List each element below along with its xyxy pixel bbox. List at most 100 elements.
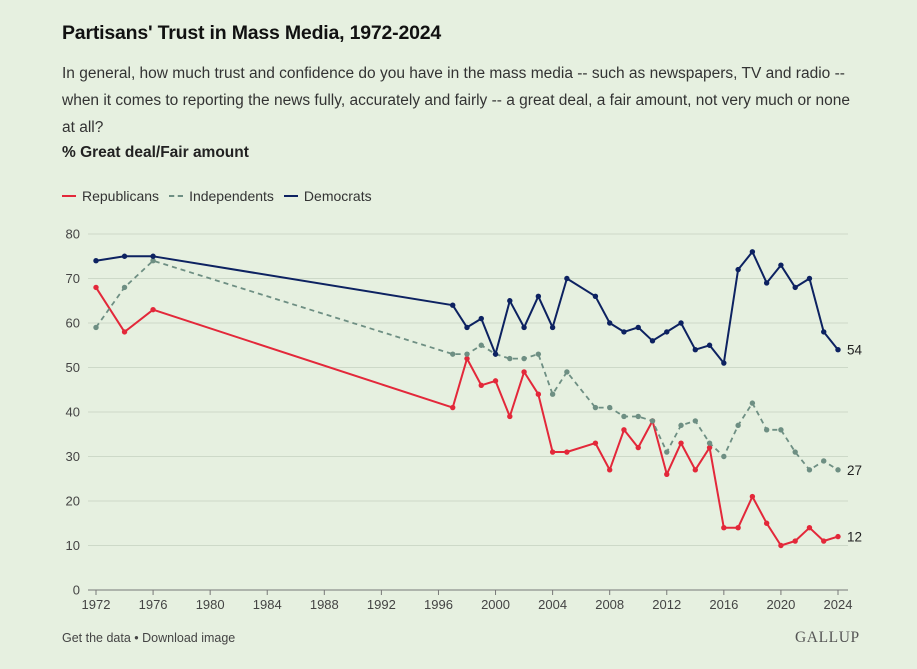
series-layer: [93, 249, 841, 549]
data-point-independents-2024: [835, 467, 841, 473]
y-tick-label-50: 50: [66, 360, 80, 375]
data-point-independents-2007: [592, 404, 599, 411]
x-tick-label-2020: 2020: [766, 597, 795, 612]
legend-swatch-democrats: [283, 195, 298, 197]
data-point-democrats-2024: [835, 347, 841, 353]
end-label-independents: 27: [847, 463, 862, 478]
data-point-democrats-2012: [664, 329, 670, 335]
end-label-republicans: 12: [847, 530, 862, 545]
data-point-independents-2023: [821, 458, 827, 464]
footer-separator: •: [130, 631, 143, 645]
data-point-democrats-2009: [621, 329, 627, 335]
legend-swatch-independents: [169, 195, 184, 197]
data-point-independents-2017: [735, 422, 741, 429]
data-point-democrats-2017: [735, 266, 741, 273]
data-point-democrats-2014: [692, 347, 699, 353]
legend-label-democrats: Democrats: [303, 188, 372, 204]
data-point-republicans-2005: [564, 449, 570, 455]
data-point-independents-1976: [150, 258, 156, 264]
data-point-democrats-2018: [749, 249, 756, 255]
data-point-republicans-2016: [721, 525, 727, 531]
data-point-independents-2009: [621, 413, 627, 420]
end-label-democrats: 54: [847, 343, 863, 358]
legend-label-republicans: Republicans: [82, 188, 160, 204]
data-point-independents-2022: [806, 467, 813, 473]
y-tick-label-60: 60: [66, 316, 80, 331]
data-point-republicans-2014: [692, 467, 699, 473]
x-tick-label-1992: 1992: [367, 597, 396, 612]
data-point-independents-1998: [464, 351, 470, 357]
series-line-republicans: [95, 286, 839, 547]
data-point-democrats-2016: [721, 360, 727, 366]
label-layer: 12 27 54: [847, 343, 863, 545]
data-point-independents-2002: [521, 355, 527, 362]
x-tick-label-2012: 2012: [652, 597, 681, 612]
data-point-republicans-2023: [821, 538, 827, 544]
data-point-independents-2003: [535, 351, 542, 357]
data-point-republicans-2013: [678, 440, 684, 446]
chart-subtitle: In general, how much trust and confidenc…: [62, 65, 851, 136]
data-point-independents-2013: [678, 422, 684, 429]
x-tick-label-1988: 1988: [310, 597, 339, 612]
get-data-link[interactable]: Get the data: [62, 631, 131, 645]
data-point-republicans-2012: [664, 471, 670, 477]
data-point-democrats-2015: [706, 342, 713, 348]
data-point-independents-2012: [664, 449, 670, 455]
data-point-democrats-2008: [606, 320, 613, 326]
data-point-republicans-2021: [792, 538, 798, 544]
data-point-democrats-2011: [649, 338, 656, 344]
data-point-democrats-1997: [450, 302, 456, 308]
gallup-logo: GALLUP: [795, 629, 860, 646]
grid-layer: [88, 233, 848, 591]
legend-item-democrats: Democrats: [283, 188, 372, 204]
data-point-independents-2010: [635, 413, 641, 420]
data-point-republicans-2022: [806, 525, 813, 531]
data-point-democrats-1976: [150, 253, 156, 259]
x-tick-label-2024: 2024: [824, 597, 853, 612]
x-tick-label-2000: 2000: [481, 597, 510, 612]
data-point-democrats-2005: [564, 275, 570, 282]
legend-item-republicans: Republicans: [62, 188, 159, 204]
y-tick-label-30: 30: [66, 449, 80, 464]
x-tick-label-1996: 1996: [424, 597, 453, 612]
data-point-republicans-2010: [635, 444, 641, 451]
measure-label: % Great deal/Fair amount: [62, 144, 249, 161]
data-point-republicans-2003: [535, 391, 542, 397]
data-point-republicans-1999: [478, 382, 484, 388]
data-point-independents-2018: [749, 400, 756, 406]
x-tick-label-1976: 1976: [139, 597, 168, 612]
y-tick-label-40: 40: [66, 405, 80, 420]
x-tick-label-1984: 1984: [253, 597, 282, 612]
data-point-democrats-2000: [492, 351, 499, 357]
data-point-republicans-2002: [521, 369, 527, 375]
data-point-republicans-1976: [150, 306, 156, 313]
series-line-democrats: [95, 250, 839, 365]
x-tick-label-1980: 1980: [196, 597, 225, 612]
download-image-link[interactable]: Download image: [142, 631, 236, 645]
data-point-democrats-2004: [549, 324, 556, 331]
data-point-democrats-2010: [635, 324, 641, 331]
data-point-democrats-2007: [592, 293, 599, 299]
y-tick-label-70: 70: [66, 271, 80, 286]
data-point-independents-2005: [564, 369, 570, 375]
data-point-republicans-2008: [606, 467, 613, 473]
data-point-democrats-1972: [93, 258, 99, 264]
data-point-republicans-2018: [749, 493, 756, 500]
data-point-independents-2020: [778, 427, 784, 433]
x-tick-label-2004: 2004: [538, 597, 567, 612]
data-point-democrats-1998: [464, 324, 470, 331]
data-point-republicans-2007: [592, 440, 599, 446]
data-point-democrats-2023: [821, 329, 827, 335]
legend-swatch-republicans: [62, 195, 76, 197]
axis-layer: 0 10 20 30 40 50 60 70 80 1972 1976 1980 1984 1988 199…: [66, 227, 853, 613]
data-point-republicans-2024: [835, 533, 841, 540]
y-tick-label-0: 0: [73, 583, 80, 598]
data-point-independents-2016: [721, 453, 727, 460]
x-tick-label-2016: 2016: [709, 597, 738, 612]
data-point-democrats-2013: [678, 320, 684, 326]
legend-item-independents: Independents: [169, 188, 274, 204]
data-point-republicans-2000: [492, 378, 499, 384]
data-point-democrats-2002: [521, 324, 527, 331]
